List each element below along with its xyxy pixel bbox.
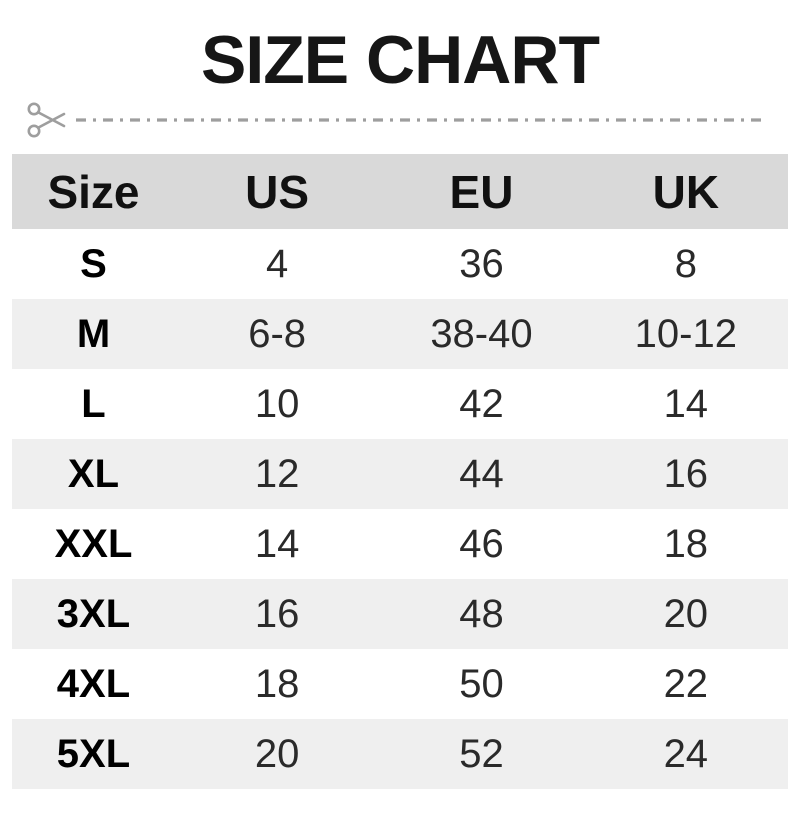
value-cell: 18 <box>254 661 300 706</box>
value-cell: 48 <box>459 591 504 636</box>
column-header: UK <box>583 154 788 229</box>
table-header-row: Size US EU UK <box>12 154 788 229</box>
size-cell: L <box>81 381 106 426</box>
value-cell: 38-40 <box>430 311 533 356</box>
table-row: 4XL 18 50 22 <box>12 649 788 719</box>
value-cell: 4 <box>266 241 289 286</box>
value-cell: 14 <box>254 521 300 566</box>
value-cell: 52 <box>459 731 504 776</box>
table-row: XL 12 44 16 <box>12 439 788 509</box>
value-cell: 10-12 <box>634 311 737 356</box>
size-cell: 4XL <box>56 661 131 706</box>
column-header: EU <box>379 154 584 229</box>
page-title: SIZE CHART <box>201 22 600 98</box>
column-header: Size <box>12 154 175 229</box>
size-cell: M <box>76 311 111 356</box>
table-row: 5XL 20 52 24 <box>12 719 788 789</box>
value-cell: 16 <box>663 451 709 496</box>
value-cell: 12 <box>254 451 300 496</box>
value-cell: 24 <box>663 731 709 776</box>
value-cell: 8 <box>674 241 697 286</box>
size-cell: XL <box>67 451 120 496</box>
value-cell: 16 <box>254 591 300 636</box>
value-cell: 22 <box>663 661 709 706</box>
value-cell: 50 <box>459 661 504 706</box>
value-cell: 36 <box>459 241 504 286</box>
table-row: M 6-8 38-40 10-12 <box>12 299 788 369</box>
size-chart-page: SIZE CHART Size US EU UK S 4 36 8 M 6-8 38-40 10 <box>0 26 800 789</box>
value-cell: 10 <box>254 381 300 426</box>
value-cell: 20 <box>254 731 300 776</box>
value-cell: 14 <box>663 381 709 426</box>
dash-dot-line <box>76 117 766 123</box>
size-cell: XXL <box>54 521 133 566</box>
table-row: 3XL 16 48 20 <box>12 579 788 649</box>
value-cell: 44 <box>459 451 504 496</box>
size-chart-table: Size US EU UK S 4 36 8 M 6-8 38-40 10-12 L 10 42 14 XL 1… <box>12 154 788 789</box>
cut-line <box>26 98 766 142</box>
table-row: L 10 42 14 <box>12 369 788 439</box>
value-cell: 6-8 <box>248 311 307 356</box>
table-body: S 4 36 8 M 6-8 38-40 10-12 L 10 42 14 XL 12 44 16 XXL 14 4… <box>12 229 788 789</box>
size-cell: S <box>80 241 107 286</box>
scissors-icon <box>27 102 66 138</box>
table-row: XXL 14 46 18 <box>12 509 788 579</box>
value-cell: 20 <box>663 591 709 636</box>
value-cell: 46 <box>459 521 504 566</box>
column-header: US <box>174 154 380 229</box>
size-cell: 3XL <box>56 591 131 636</box>
table-row: S 4 36 8 <box>12 229 788 299</box>
value-cell: 18 <box>663 521 709 566</box>
value-cell: 42 <box>459 381 504 426</box>
size-cell: 5XL <box>56 731 131 776</box>
